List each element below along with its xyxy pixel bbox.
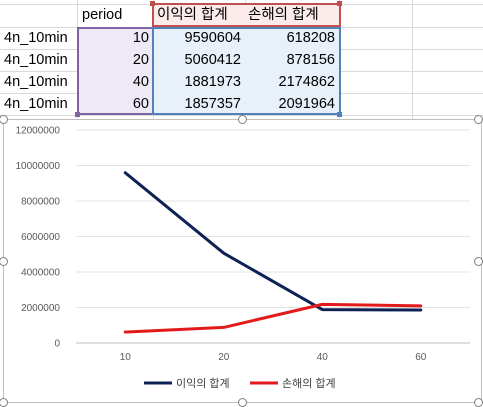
y-tick-label: 8000000: [21, 197, 60, 208]
x-tick-label: 10: [120, 352, 132, 363]
period-cell[interactable]: 40: [132, 74, 149, 90]
chart-resize-handle[interactable]: [0, 257, 8, 266]
x-tick-label: 20: [218, 352, 230, 363]
period-cell[interactable]: 10: [132, 30, 149, 46]
selection-range-period[interactable]: [77, 27, 154, 115]
y-tick-label: 12000000: [16, 126, 61, 137]
profit-cell[interactable]: 9590604: [184, 30, 241, 46]
period-cell[interactable]: 20: [132, 52, 149, 68]
chart-plot-svg: 0 2000000 4000000 6000000 8000000 10000000 120…: [16, 126, 470, 390]
selection-handle[interactable]: [75, 112, 80, 117]
chart-resize-handle[interactable]: [238, 115, 247, 124]
chart-resize-handle[interactable]: [0, 115, 8, 124]
selection-range-header[interactable]: [152, 3, 341, 27]
loss-cell[interactable]: 2174862: [278, 74, 335, 90]
profit-cell[interactable]: 1881973: [184, 74, 241, 90]
loss-cell[interactable]: 618208: [286, 30, 335, 46]
row-label-cell[interactable]: 4n_10min: [4, 74, 68, 90]
chart-resize-handle[interactable]: [0, 398, 8, 407]
header-cell-loss[interactable]: 손해의 합계: [248, 7, 319, 23]
selection-handle[interactable]: [337, 112, 342, 117]
y-tick-label: 4000000: [21, 268, 60, 279]
series-line-0: [123, 171, 423, 312]
chart-resize-handle[interactable]: [474, 398, 483, 407]
chart-resize-handle[interactable]: [474, 115, 483, 124]
selection-range-values[interactable]: [152, 27, 341, 115]
row-label-cell[interactable]: 4n_10min: [4, 30, 68, 46]
header-cell-profit[interactable]: 이익의 합계: [157, 7, 228, 23]
y-tick-label: 2000000: [21, 303, 60, 314]
row-label-cell[interactable]: 4n_10min: [4, 96, 68, 112]
legend-label: 손해의 합계: [282, 376, 336, 390]
selection-handle[interactable]: [337, 1, 342, 6]
x-tick-label: 40: [317, 352, 329, 363]
profit-cell[interactable]: 1857357: [184, 96, 241, 112]
loss-cell[interactable]: 878156: [286, 52, 335, 68]
chart-resize-handle[interactable]: [238, 398, 247, 407]
period-cell[interactable]: 60: [132, 96, 149, 112]
column-divider: [412, 0, 413, 122]
line-chart[interactable]: 0 2000000 4000000 6000000 8000000 10000000 120…: [3, 119, 482, 403]
profit-cell[interactable]: 5060412: [184, 52, 241, 68]
row-label-cell[interactable]: 4n_10min: [4, 52, 68, 68]
series-line-1: [123, 302, 423, 334]
y-tick-label: 10000000: [16, 161, 61, 172]
y-tick-label: 0: [54, 339, 60, 350]
legend-label: 이익의 합계: [176, 377, 230, 390]
x-tick-label: 60: [415, 352, 427, 363]
y-tick-label: 6000000: [21, 232, 60, 243]
spreadsheet-grid[interactable]: period 이익의 합계 손해의 합계 4n_10min 10 9590604…: [0, 0, 483, 122]
chart-resize-handle[interactable]: [474, 257, 483, 266]
loss-cell[interactable]: 2091964: [278, 96, 335, 112]
header-cell-period[interactable]: period: [82, 7, 123, 23]
selection-handle[interactable]: [150, 1, 155, 6]
